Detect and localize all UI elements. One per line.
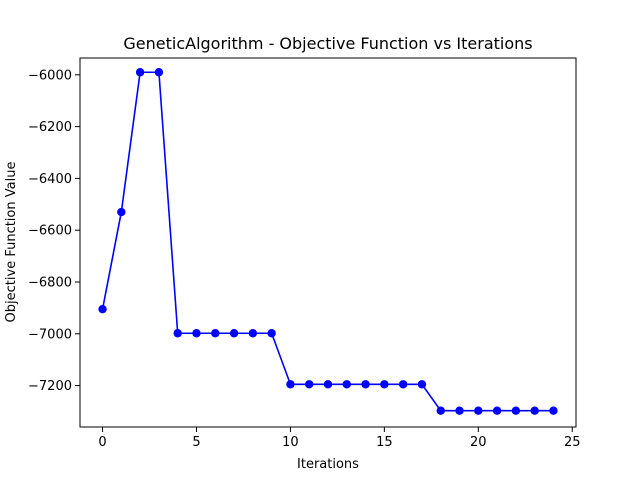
y-tick-label: −6800	[28, 275, 72, 290]
data-point	[323, 380, 333, 389]
data-point	[173, 329, 182, 338]
y-tick-label: −7200	[28, 379, 72, 394]
data-point	[342, 380, 351, 389]
data-point	[417, 380, 427, 389]
data-point	[511, 406, 521, 415]
data-point	[267, 329, 276, 338]
x-tick-label: 20	[470, 435, 487, 450]
plot-area	[79, 57, 577, 428]
y-tick-label: −6600	[28, 224, 72, 239]
data-point	[436, 406, 445, 415]
x-tick-label: 25	[564, 435, 581, 450]
data-point	[229, 329, 239, 338]
data-point	[154, 68, 164, 77]
data-point	[117, 207, 126, 217]
series-markers	[98, 68, 558, 415]
data-point	[380, 380, 389, 389]
data-point	[455, 406, 464, 415]
data-point	[549, 406, 558, 415]
data-point	[474, 406, 483, 415]
data-point	[305, 380, 314, 389]
y-tick-label: −6200	[28, 120, 72, 135]
data-point	[248, 329, 258, 338]
x-axis-label: Iterations	[297, 457, 359, 472]
x-tick-label: 10	[282, 435, 299, 450]
x-tick-label: 5	[192, 435, 200, 450]
data-point	[286, 380, 295, 389]
y-axis-ticks: −7200 −7000 −6800 −6600 −6400 −6200 −6000	[28, 68, 80, 394]
x-tick-label: 0	[98, 435, 106, 450]
y-tick-label: −7000	[28, 327, 72, 342]
y-tick-label: −6400	[28, 172, 72, 187]
data-point	[211, 329, 220, 338]
x-tick-label: 15	[376, 435, 393, 450]
y-tick-label: −6000	[28, 68, 72, 83]
data-point	[492, 406, 502, 415]
data-point	[530, 406, 539, 415]
data-point	[98, 304, 107, 314]
data-point	[135, 68, 145, 77]
x-axis-ticks: 0 5 10 15 20 25	[98, 427, 581, 450]
data-point	[192, 329, 201, 338]
data-point	[361, 380, 370, 389]
data-point	[398, 380, 408, 389]
y-axis-label: Objective Function Value	[4, 162, 19, 323]
chart-title: GeneticAlgorithm - Objective Function vs…	[123, 34, 532, 53]
